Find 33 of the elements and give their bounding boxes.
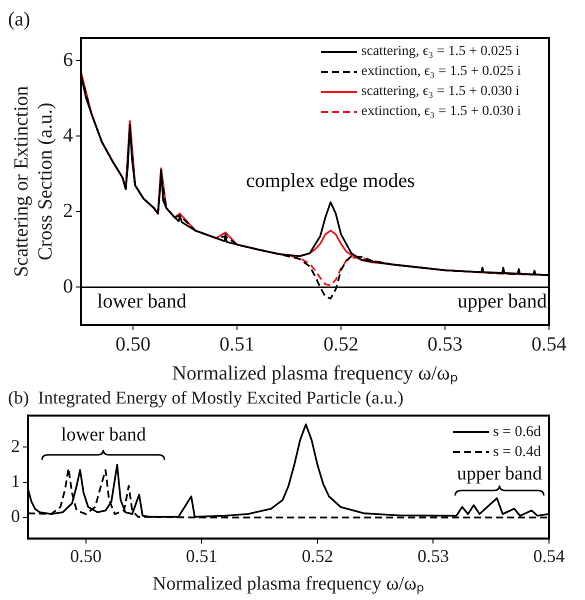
y-tick-label: 0 xyxy=(63,275,73,298)
x-tick-label: 0.50 xyxy=(116,333,150,356)
y-tick-label: 4 xyxy=(63,124,73,146)
x-tick-label: 0.54 xyxy=(532,333,566,356)
legend-label: extinction, ϵ₃ = 1.5 + 0.025 i xyxy=(361,63,521,81)
legend-label: scattering, ϵ₃ = 1.5 + 0.030 i xyxy=(361,83,520,101)
annotation: upper band xyxy=(457,464,542,485)
x-tick-label: 0.51 xyxy=(220,333,254,356)
legend-label: scattering, ϵ₃ = 1.5 + 0.025 i xyxy=(361,43,520,61)
x-tick-label: 0.52 xyxy=(302,546,334,566)
legend-label: extinction, ϵ₃ = 1.5 + 0.030 i xyxy=(361,103,521,121)
y-tick-label: 2 xyxy=(11,436,20,456)
y-tick-label: 1 xyxy=(11,471,20,492)
y-tick-label: 6 xyxy=(63,48,73,71)
chart-title: (b) Integrated Energy of Mostly Excited Particle (a.u.) xyxy=(8,388,404,408)
x-axis-title: Normalized plasma frequency ω/ωₚ xyxy=(152,574,424,595)
annotation: complex edge modes xyxy=(246,170,416,192)
x-tick-label: 0.53 xyxy=(417,546,449,566)
y-axis-title: Scattering or Extinction Cross Section (a.u.) xyxy=(10,86,56,278)
x-tick-label: 0.52 xyxy=(324,333,358,356)
y-tick-label: 2 xyxy=(63,200,73,222)
annotation: upper band xyxy=(457,290,547,312)
y-tick-label: 0 xyxy=(11,506,20,526)
annotation: lower band xyxy=(97,290,187,312)
x-tick-label: 0.53 xyxy=(428,333,462,356)
x-tick-label: 0.51 xyxy=(186,546,218,566)
legend-label: s = 0.4d xyxy=(492,443,541,462)
chart-title: (a) xyxy=(8,8,30,30)
x-tick-label: 0.50 xyxy=(70,546,102,566)
x-axis-title: Normalized plasma frequency ω/ωₚ xyxy=(172,362,458,384)
annotation: lower band xyxy=(61,424,147,446)
legend-label: s = 0.6d xyxy=(492,423,541,442)
x-tick-label: 0.54 xyxy=(533,546,565,566)
